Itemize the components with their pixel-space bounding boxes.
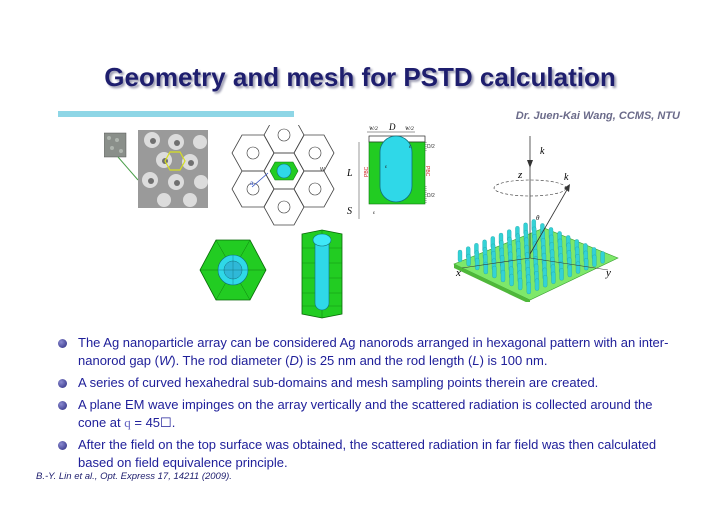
label-z: z bbox=[517, 169, 523, 181]
bullet-text: A series of curved hexahedral sub-domain… bbox=[78, 375, 599, 390]
label-y: y bbox=[605, 267, 611, 279]
svg-text:ε: ε bbox=[385, 164, 387, 169]
nanorod bbox=[475, 257, 480, 271]
label-ks: k bbox=[564, 172, 569, 183]
bullet-text: The Ag nanoparticle array can be conside… bbox=[78, 335, 669, 368]
radiation-array-figure: k k z x y θ bbox=[453, 136, 619, 302]
nanorod bbox=[592, 254, 597, 267]
nanorod bbox=[483, 261, 488, 275]
label-ki: k bbox=[540, 146, 545, 157]
bullet-text: ) is 100 nm. bbox=[479, 353, 548, 368]
bullet-list: The Ag nanoparticle array can be conside… bbox=[58, 334, 678, 476]
nanorod bbox=[567, 264, 572, 278]
nanorod bbox=[466, 253, 471, 267]
label-d: D bbox=[388, 122, 396, 132]
author-credit: Dr. Juen-Kai Wang, CCMS, NTU bbox=[515, 110, 680, 122]
bullet-item: After the field on the top surface was o… bbox=[58, 436, 678, 472]
symbol-theta: q bbox=[124, 415, 131, 430]
svg-text:a: a bbox=[250, 181, 254, 187]
slide-title: Geometry and mesh for PSTD calculation bbox=[104, 62, 616, 92]
svg-text:ε: ε bbox=[373, 210, 375, 215]
bullet-dot bbox=[58, 379, 67, 388]
label-x: x bbox=[455, 267, 461, 279]
hexagonal-lattice-figure: a W bbox=[231, 125, 335, 226]
label-pbc-right: PBC bbox=[424, 166, 430, 177]
unit-cell-schematic: W/2 D W/2 ε ε ε D/2 D/2 L S PBC PBC bbox=[346, 122, 435, 219]
label-theta: θ bbox=[536, 214, 540, 222]
symbol-w: W bbox=[158, 353, 172, 368]
symbol-d: D bbox=[289, 353, 299, 368]
svg-text:ε: ε bbox=[409, 144, 411, 149]
hexagonal-prism-mesh bbox=[301, 229, 343, 319]
nanorod bbox=[518, 277, 523, 291]
bullet-item: The Ag nanoparticle array can be conside… bbox=[58, 334, 678, 370]
label-pbc-left: PBC bbox=[364, 166, 370, 177]
label-w2-left: W/2 bbox=[369, 126, 378, 132]
bullet-text: A plane EM wave impinges on the array ve… bbox=[78, 397, 653, 430]
label-w2-right: W/2 bbox=[405, 126, 414, 132]
hexagonal-mesh-topview bbox=[199, 239, 267, 301]
nanorod bbox=[575, 261, 581, 274]
citation: B.-Y. Lin et al., Opt. Express 17, 14211… bbox=[36, 471, 232, 482]
bullet-dot bbox=[58, 441, 67, 450]
label-l: L bbox=[346, 168, 353, 179]
svg-text:W: W bbox=[320, 167, 325, 173]
symbol-l: L bbox=[472, 353, 480, 368]
nanorod bbox=[559, 268, 564, 281]
bullet-dot bbox=[58, 401, 67, 410]
bullet-text: = 45☐. bbox=[130, 415, 176, 430]
nanorod bbox=[551, 271, 556, 284]
bullet-dot bbox=[58, 339, 67, 348]
nanorod bbox=[543, 275, 548, 288]
sem-image-figure bbox=[104, 130, 208, 208]
nanorod bbox=[500, 269, 506, 283]
bullet-item: A series of curved hexahedral sub-domain… bbox=[58, 374, 678, 392]
label-d2-bottom: D/2 bbox=[427, 193, 435, 199]
nanorod bbox=[492, 265, 497, 279]
title-underline bbox=[58, 111, 294, 117]
nanorod bbox=[509, 273, 514, 287]
nanorod bbox=[457, 249, 463, 263]
nanorod bbox=[600, 251, 605, 264]
nanorod bbox=[584, 258, 589, 271]
bullet-text: After the field on the top surface was o… bbox=[78, 437, 657, 470]
bullet-text: ) is 25 nm and the rod length ( bbox=[298, 353, 473, 368]
label-s: S bbox=[347, 206, 352, 217]
nanorod bbox=[534, 278, 540, 291]
bullet-text: ). The rod diameter ( bbox=[171, 353, 290, 368]
bullet-item: A plane EM wave impinges on the array ve… bbox=[58, 396, 678, 432]
label-d2-top: D/2 bbox=[427, 144, 435, 150]
nanorod bbox=[526, 281, 531, 295]
